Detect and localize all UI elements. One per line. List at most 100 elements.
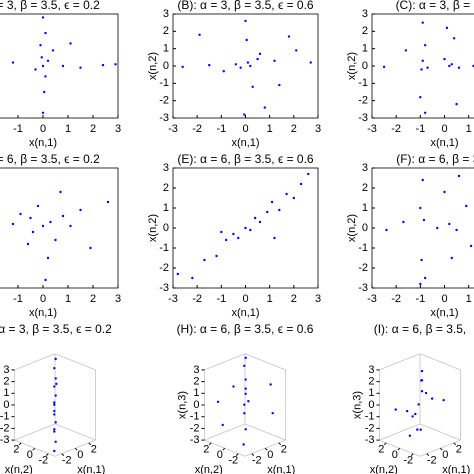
y-axis-label: x(n,2) <box>5 464 33 474</box>
z-tick-label: 3 <box>3 364 9 376</box>
point <box>53 409 56 413</box>
x-axis-label: x(n,1) <box>231 307 259 319</box>
x-tick-label: -1 <box>216 293 226 305</box>
point <box>430 397 434 400</box>
point <box>114 63 117 66</box>
box-edge <box>14 353 56 371</box>
point <box>69 42 72 45</box>
z-tick-label: 3 <box>193 364 199 376</box>
y-tick-label: -2 <box>358 95 368 107</box>
z-tick-label: 0 <box>3 399 9 411</box>
y-tick-label: 0 <box>163 222 169 234</box>
y-axis-label: x(n,2) <box>147 214 159 242</box>
x-tick-label: 2 <box>291 293 297 305</box>
x-tick-label: 2 <box>281 444 287 456</box>
point <box>221 423 224 427</box>
z-tick-label: 2 <box>368 376 374 388</box>
x-tick-label: 1 <box>267 293 273 305</box>
z-tick-label: -3 <box>0 434 10 446</box>
point <box>203 258 206 262</box>
x-tick <box>74 447 78 451</box>
z-tick-label: 0 <box>368 399 374 411</box>
point <box>465 204 468 208</box>
point <box>232 232 235 236</box>
z-tick-label: -1 <box>0 411 10 423</box>
point <box>54 421 57 424</box>
y-tick-label: 1 <box>362 43 368 55</box>
point <box>11 61 15 64</box>
point <box>309 61 312 64</box>
y-tick-label: 1 <box>362 202 368 214</box>
x-tick-label: 0 <box>77 449 83 461</box>
y-axis-label: x(n,2) <box>195 464 223 474</box>
point <box>49 220 52 224</box>
x-tick-label: 1 <box>65 123 71 135</box>
x-tick-label: -2 <box>391 123 401 135</box>
point <box>61 214 65 218</box>
box-edge <box>244 353 286 371</box>
point <box>224 238 228 242</box>
point <box>307 172 310 176</box>
point <box>239 66 242 69</box>
y-tick-label: -2 <box>159 262 169 274</box>
y-tick <box>18 442 22 446</box>
point <box>54 238 57 242</box>
point <box>44 31 47 35</box>
point <box>442 398 445 402</box>
point <box>51 49 55 52</box>
y-tick-label: 3 <box>163 162 169 174</box>
point <box>452 37 456 40</box>
x-tick <box>88 442 92 446</box>
x-tick-label: 1 <box>466 293 472 305</box>
point <box>244 387 247 390</box>
z-tick-label: -1 <box>190 411 200 423</box>
x-tick <box>278 442 282 446</box>
point <box>19 212 22 216</box>
point <box>419 428 422 431</box>
point <box>234 63 238 66</box>
x-tick-label: 3 <box>315 123 321 135</box>
axes-frame <box>172 13 319 119</box>
point <box>181 65 184 69</box>
point <box>41 64 45 68</box>
point <box>34 68 37 71</box>
y-tick-label: -1 <box>159 242 169 254</box>
z-tick-label: -2 <box>0 422 10 434</box>
point <box>31 230 35 234</box>
point <box>455 102 458 106</box>
z-axis-label: x(n,3) <box>351 391 363 419</box>
point <box>243 364 246 368</box>
y-tick-label: -2 <box>403 455 413 467</box>
x-tick-label: 0 <box>242 293 248 305</box>
point <box>198 33 201 36</box>
point <box>246 61 250 64</box>
y-tick-label: 0 <box>392 449 398 461</box>
point <box>46 59 50 62</box>
point <box>244 378 247 381</box>
box-edge <box>204 353 246 371</box>
point <box>11 222 15 226</box>
y-tick-label: -3 <box>159 282 169 294</box>
z-tick-label: -3 <box>190 434 200 446</box>
y-tick-label: -2 <box>38 455 48 467</box>
point <box>53 449 56 453</box>
point <box>295 49 298 52</box>
point <box>421 59 424 62</box>
x-axis-label: x(n,1) <box>442 464 470 474</box>
point <box>423 111 427 115</box>
point <box>39 44 42 47</box>
point <box>292 196 296 200</box>
point <box>232 385 235 388</box>
point <box>36 204 40 208</box>
x-tick-label: -1 <box>13 293 23 305</box>
point <box>385 228 388 232</box>
y-axis-label: x(n,2) <box>346 214 358 242</box>
point <box>191 276 194 280</box>
y-axis-label: x(n,2) <box>370 464 398 474</box>
point <box>251 85 254 89</box>
x-tick-label: 2 <box>456 444 462 456</box>
point <box>55 382 58 386</box>
point <box>53 413 56 416</box>
y-tick-label: 2 <box>163 182 169 194</box>
point <box>445 26 449 30</box>
